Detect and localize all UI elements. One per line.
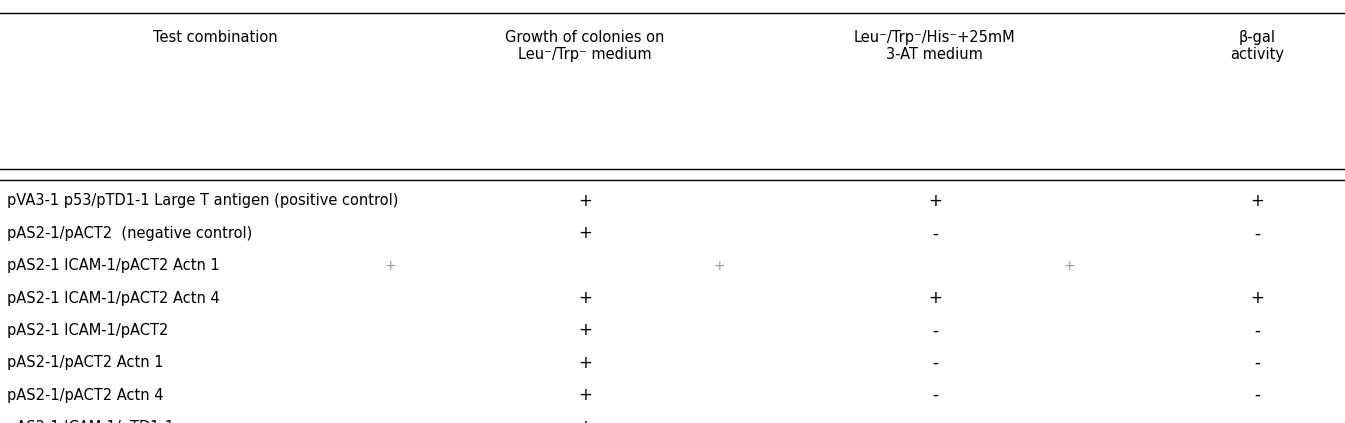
Text: +: +: [385, 258, 395, 273]
Text: pAS2-1 ICAM-1/pACT2 Actn 1: pAS2-1 ICAM-1/pACT2 Actn 1: [7, 258, 219, 273]
Text: +: +: [578, 418, 592, 423]
Text: -: -: [1255, 321, 1260, 339]
Text: pAS2-1 ICAM-1/pTD1-1: pAS2-1 ICAM-1/pTD1-1: [7, 420, 174, 423]
Text: -: -: [1255, 418, 1260, 423]
Text: β-gal
activity: β-gal activity: [1231, 30, 1284, 62]
Text: -: -: [932, 386, 937, 404]
Text: +: +: [1251, 192, 1264, 210]
Text: +: +: [578, 224, 592, 242]
Text: -: -: [1255, 354, 1260, 372]
Text: +: +: [578, 192, 592, 210]
Text: +: +: [578, 321, 592, 339]
Text: Test combination: Test combination: [153, 30, 277, 44]
Text: pAS2-1 ICAM-1/pACT2 Actn 4: pAS2-1 ICAM-1/pACT2 Actn 4: [7, 291, 219, 305]
Text: -: -: [932, 321, 937, 339]
Text: +: +: [714, 258, 725, 273]
Text: Leu⁻/Trp⁻/His⁻+25mM
3-AT medium: Leu⁻/Trp⁻/His⁻+25mM 3-AT medium: [854, 30, 1015, 62]
Text: -: -: [1255, 386, 1260, 404]
Text: +: +: [1251, 289, 1264, 307]
Text: pAS2-1/pACT2 Actn 4: pAS2-1/pACT2 Actn 4: [7, 387, 163, 403]
Text: Growth of colonies on
Leu⁻/Trp⁻ medium: Growth of colonies on Leu⁻/Trp⁻ medium: [506, 30, 664, 62]
Text: +: +: [578, 386, 592, 404]
Text: +: +: [578, 354, 592, 372]
Text: +: +: [928, 192, 942, 210]
Text: -: -: [932, 354, 937, 372]
Text: pAS2-1/pACT2 Actn 1: pAS2-1/pACT2 Actn 1: [7, 355, 163, 370]
Text: -: -: [932, 224, 937, 242]
Text: +: +: [1064, 258, 1075, 273]
Text: +: +: [928, 289, 942, 307]
Text: pVA3-1 p53/pTD1-1 Large T antigen (positive control): pVA3-1 p53/pTD1-1 Large T antigen (posit…: [7, 193, 398, 209]
Text: -: -: [932, 418, 937, 423]
Text: +: +: [578, 289, 592, 307]
Text: pAS2-1/pACT2  (negative control): pAS2-1/pACT2 (negative control): [7, 226, 252, 241]
Text: -: -: [1255, 224, 1260, 242]
Text: pAS2-1 ICAM-1/pACT2: pAS2-1 ICAM-1/pACT2: [7, 323, 168, 338]
